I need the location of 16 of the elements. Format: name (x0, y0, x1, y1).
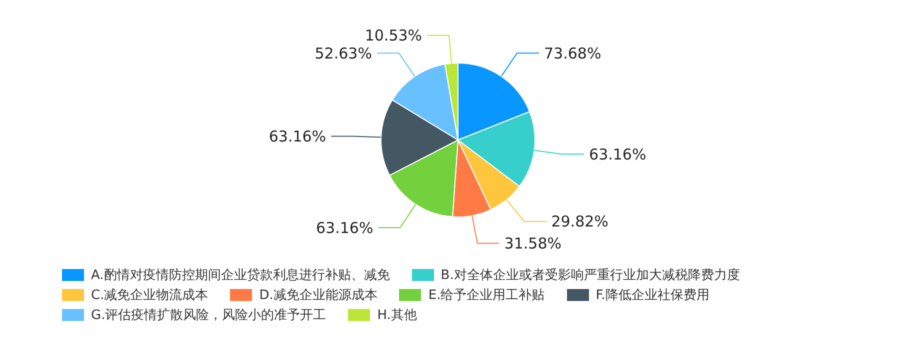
legend-label: D.减免企业能源成本 (259, 287, 378, 304)
data-label: 63.16% (589, 145, 646, 164)
data-label: 31.58% (504, 234, 562, 252)
data-label: 29.82% (551, 212, 608, 231)
data-label: 10.53% (364, 26, 422, 45)
legend-label: F.降低企业社保费用 (596, 287, 710, 304)
legend-label: G.评估疫情扩散风险，风险小的准予开工 (91, 307, 326, 324)
legend-label: C.减免企业物流成本 (91, 287, 208, 304)
data-label: 52.63% (314, 44, 372, 62)
legend-label: H.其他 (377, 307, 417, 324)
data-label: 63.16% (316, 218, 374, 237)
legend-label: B.对全体企业或者受影响严重行业加大减税降费力度 (440, 267, 740, 284)
legend-label: A.酌情对疫情防控期间企业贷款利息进行补贴、减免 (91, 267, 390, 284)
data-label: 73.68% (544, 44, 602, 62)
data-label: 63.16% (268, 128, 326, 146)
legend-label: E.给予企业用工补贴 (428, 287, 545, 304)
